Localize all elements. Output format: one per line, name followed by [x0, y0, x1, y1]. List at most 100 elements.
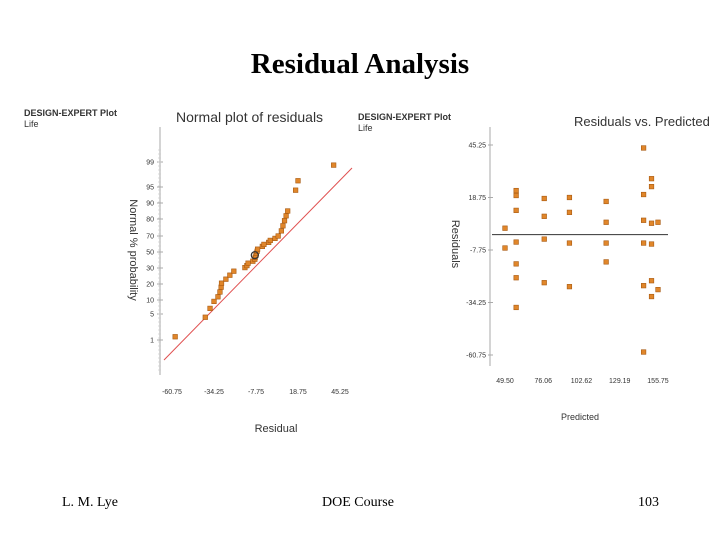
- residual-point: [513, 261, 519, 267]
- residual-point: [513, 187, 519, 194]
- residual-point: [648, 176, 655, 182]
- normal-y-tick-label: 95: [146, 185, 154, 192]
- normal-plot-y-ticks: 1 5 10 20 30 50 70 80 90 95 99: [146, 149, 163, 371]
- residual-point: [648, 241, 655, 247]
- residual-point: [640, 349, 647, 355]
- residual-point: [648, 220, 655, 226]
- normal-point: [267, 237, 273, 244]
- normal-x-tick-label: -34.25: [204, 389, 224, 396]
- residual-point: [513, 304, 519, 311]
- normal-point: [285, 208, 291, 214]
- normal-plot: DESIGN-EXPERT Plot Life Normal plot of r…: [24, 108, 353, 435]
- residual-point: [541, 213, 547, 219]
- residuals-x-tick-label: 102.62: [571, 378, 593, 385]
- normal-point: [218, 280, 225, 286]
- residual-point: [541, 280, 547, 286]
- normal-y-tick-label: 1: [150, 338, 154, 345]
- residual-point: [603, 198, 609, 205]
- normal-y-tick-label: 50: [146, 250, 154, 257]
- residual-point: [566, 284, 573, 290]
- normal-plot-points: [172, 162, 337, 340]
- residual-point: [655, 219, 661, 225]
- selected-point-marker: [250, 251, 259, 260]
- normal-point: [231, 268, 237, 274]
- residuals-plot-xlabel: Predicted: [561, 412, 599, 422]
- normal-point: [283, 213, 289, 219]
- residuals-y-tick-label: -7.75: [470, 248, 486, 255]
- residual-point: [513, 207, 519, 213]
- residual-point: [566, 209, 573, 215]
- normal-y-tick-label: 20: [146, 282, 154, 289]
- normal-point: [293, 187, 299, 193]
- residual-point: [541, 195, 547, 202]
- residuals-y-tick-label: 45.25: [468, 143, 486, 150]
- normal-point: [278, 228, 284, 234]
- residuals-plot-title: Residuals vs. Predicted: [574, 114, 710, 129]
- residual-point: [603, 219, 609, 225]
- normal-point: [172, 334, 178, 340]
- normal-y-tick-label: 90: [146, 201, 154, 208]
- normal-point: [280, 223, 286, 229]
- residual-point: [640, 145, 647, 151]
- residual-point: [603, 259, 609, 265]
- normal-point: [281, 218, 288, 224]
- footer-course: DOE Course: [322, 495, 394, 510]
- normal-x-tick-label: -7.75: [248, 389, 264, 396]
- residual-point: [502, 245, 508, 251]
- residual-point: [655, 287, 661, 293]
- normal-y-tick-label: 30: [146, 266, 154, 273]
- normal-plot-x-ticks: -60.75 -34.25 -7.75 18.75 45.25: [162, 389, 349, 396]
- normal-plot-title: Normal plot of residuals: [176, 109, 323, 125]
- residuals-plot-x-ticks: 49.50 76.06 102.62 129.19 155.75: [496, 378, 669, 385]
- residual-point: [648, 184, 655, 190]
- residual-point: [640, 191, 647, 198]
- residual-point: [648, 278, 655, 284]
- residual-point: [648, 293, 655, 300]
- normal-y-tick-label: 5: [150, 312, 154, 319]
- normal-y-tick-label: 70: [146, 234, 154, 241]
- normal-y-tick-label: 99: [146, 160, 154, 167]
- footer-page-number: 103: [638, 495, 659, 510]
- normal-point: [223, 276, 229, 282]
- normal-plot-ylabel: Normal % probability: [127, 199, 139, 301]
- residuals-x-tick-label: 76.06: [534, 378, 552, 385]
- normal-point: [245, 260, 251, 266]
- residual-point: [603, 240, 609, 246]
- normal-y-tick-label: 80: [146, 217, 154, 224]
- residuals-plot-y-ticks: 45.25 18.75 -7.75 -34.25 -60.75: [466, 143, 493, 360]
- residual-point: [513, 192, 519, 199]
- normal-reference-line: [163, 167, 353, 361]
- residuals-x-tick-label: 129.19: [609, 378, 631, 385]
- normal-point: [227, 272, 233, 278]
- normal-plot-xlabel: Residual: [255, 423, 298, 435]
- residual-point: [513, 239, 519, 245]
- residuals-y-tick-label: -34.25: [466, 300, 486, 307]
- right-software-line1: DESIGN-EXPERT Plot: [358, 112, 451, 122]
- residuals-x-tick-label: 49.50: [496, 378, 514, 385]
- residuals-plot-ylabel: Residuals: [449, 220, 461, 269]
- residual-point: [566, 240, 573, 246]
- normal-x-tick-label: -60.75: [162, 389, 182, 396]
- left-software-line2: Life: [24, 119, 39, 129]
- normal-point: [211, 298, 217, 305]
- normal-point: [217, 289, 223, 295]
- normal-point: [215, 294, 221, 300]
- residual-point: [566, 194, 573, 201]
- normal-point: [207, 305, 213, 312]
- normal-point: [275, 233, 281, 239]
- normal-point: [202, 314, 208, 320]
- residuals-x-tick-label: 155.75: [647, 378, 669, 385]
- right-software-line2: Life: [358, 123, 373, 133]
- residual-point: [541, 236, 547, 242]
- slide-title: Residual Analysis: [250, 48, 470, 80]
- normal-point: [331, 162, 337, 168]
- residuals-y-tick-label: 18.75: [468, 195, 486, 202]
- normal-point: [261, 241, 267, 248]
- normal-x-tick-label: 45.25: [331, 389, 349, 396]
- normal-y-tick-label: 10: [146, 298, 154, 305]
- residual-point: [640, 283, 647, 289]
- normal-point: [254, 246, 261, 252]
- residuals-y-tick-label: -60.75: [466, 353, 486, 360]
- normal-point: [295, 178, 301, 184]
